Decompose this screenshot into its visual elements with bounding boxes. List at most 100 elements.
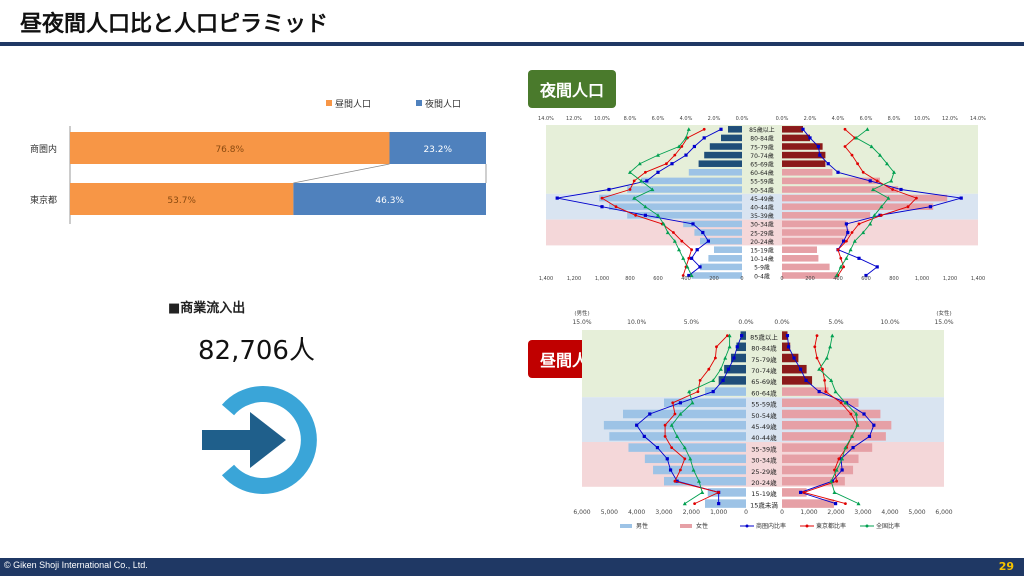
category-label: 商圏内: [30, 143, 57, 155]
rate-marker: [837, 457, 841, 461]
male-bar: [627, 212, 742, 219]
rate-marker: [849, 434, 854, 438]
rate-marker: [833, 502, 838, 506]
x-tick-label: 15.0%: [572, 319, 591, 326]
male-bar: [644, 454, 746, 464]
legend-label: 商圏内比率: [756, 522, 786, 530]
female-bar: [782, 409, 881, 419]
rate-marker: [802, 491, 806, 494]
male-bar: [705, 387, 746, 396]
rate-marker: [690, 256, 694, 260]
rate-marker: [821, 367, 824, 371]
rate-marker: [885, 161, 889, 166]
age-label: 55-59歳: [750, 178, 773, 186]
rate-marker: [872, 423, 876, 427]
female-bar: [782, 476, 845, 486]
rate-marker: [723, 356, 728, 360]
x-tick-label: 600: [653, 276, 663, 282]
rate-marker: [878, 153, 882, 157]
male-bar: [627, 186, 742, 193]
rate-marker: [839, 256, 843, 260]
legend-label: 昼間人口: [335, 99, 371, 110]
rate-marker: [832, 490, 837, 494]
rate-marker: [829, 378, 834, 382]
rate-marker: [835, 479, 839, 483]
x-tick-label: 0.0%: [736, 116, 749, 122]
age-label: 40-44歳: [750, 203, 773, 211]
rate-marker: [862, 412, 866, 416]
female-bar: [782, 342, 791, 352]
age-label: 35-39歳: [750, 212, 773, 220]
data-label: 76.8%: [215, 145, 244, 155]
male-bar: [709, 143, 742, 150]
rate-marker: [880, 213, 883, 217]
rate-marker: [684, 153, 688, 157]
x-tick-label: 12.0%: [566, 116, 582, 122]
rate-marker: [868, 221, 873, 226]
rate-marker: [727, 333, 732, 338]
rate-marker: [639, 178, 644, 183]
age-label: 15歳未満: [750, 500, 778, 509]
rate-marker: [643, 213, 647, 217]
rate-line: [837, 128, 918, 276]
male-bar: [691, 272, 742, 279]
age-band: [582, 330, 944, 398]
rate-marker: [826, 162, 830, 166]
rate-marker: [614, 205, 618, 209]
rate-marker: [688, 456, 693, 461]
rate-marker: [721, 378, 725, 382]
rate-marker: [959, 196, 963, 200]
rate-marker: [740, 334, 744, 338]
x-tick-label: 600: [861, 276, 871, 282]
rate-marker: [838, 264, 843, 269]
male-bar: [714, 246, 742, 253]
female-bar: [782, 272, 838, 279]
x-tick-label: 0: [740, 276, 743, 282]
x-tick-label: 4,000: [881, 509, 898, 516]
male-bar: [694, 229, 742, 236]
x-tick-label: 4.0%: [832, 116, 845, 122]
legend-swatch: [865, 524, 869, 528]
bar-segment: [293, 183, 486, 215]
age-label: 50-54歳: [751, 411, 777, 420]
rate-marker: [681, 274, 685, 277]
male-bar: [707, 488, 746, 497]
female-bar: [782, 432, 886, 441]
rate-marker: [677, 144, 681, 149]
rate-marker: [804, 378, 808, 382]
age-label: 65-69歳: [750, 160, 773, 168]
rate-marker: [717, 491, 721, 494]
x-tick-label: 0.0%: [774, 319, 790, 326]
x-tick-label: 2.0%: [708, 116, 721, 122]
age-label: 10-14歳: [750, 255, 773, 263]
rate-marker: [735, 345, 739, 349]
age-label: 35-39歳: [751, 444, 777, 453]
night-population-pyramid: 85歳以上80-84歳75-79歳70-74歳65-69歳60-64歳55-59…: [538, 116, 986, 282]
rate-marker: [702, 136, 706, 140]
x-tick-label: 200: [805, 276, 815, 282]
age-label: 55-59歳: [751, 400, 777, 409]
rate-marker: [642, 434, 646, 438]
rate-marker: [801, 127, 805, 131]
rate-marker: [689, 273, 694, 278]
x-tick-label: 6,000: [935, 509, 952, 516]
rate-marker: [852, 239, 857, 243]
male-bar: [728, 126, 742, 133]
female-bar: [782, 488, 807, 497]
rate-marker: [711, 378, 716, 382]
rate-marker: [830, 333, 835, 338]
rate-marker: [861, 170, 865, 174]
x-tick-label: 800: [889, 276, 899, 282]
legend-swatch: [620, 524, 632, 528]
female-bar: [782, 126, 803, 133]
rate-marker: [836, 248, 840, 252]
x-tick-label: 8.0%: [888, 116, 901, 122]
rate-marker: [844, 502, 847, 505]
age-label: 15-19歳: [750, 246, 773, 254]
age-label: 0-4歳: [754, 272, 770, 280]
female-bar: [782, 134, 810, 142]
rate-marker: [834, 468, 839, 472]
rate-marker: [661, 221, 666, 226]
female-bar: [782, 246, 817, 253]
age-label: 30-34歳: [751, 456, 777, 465]
